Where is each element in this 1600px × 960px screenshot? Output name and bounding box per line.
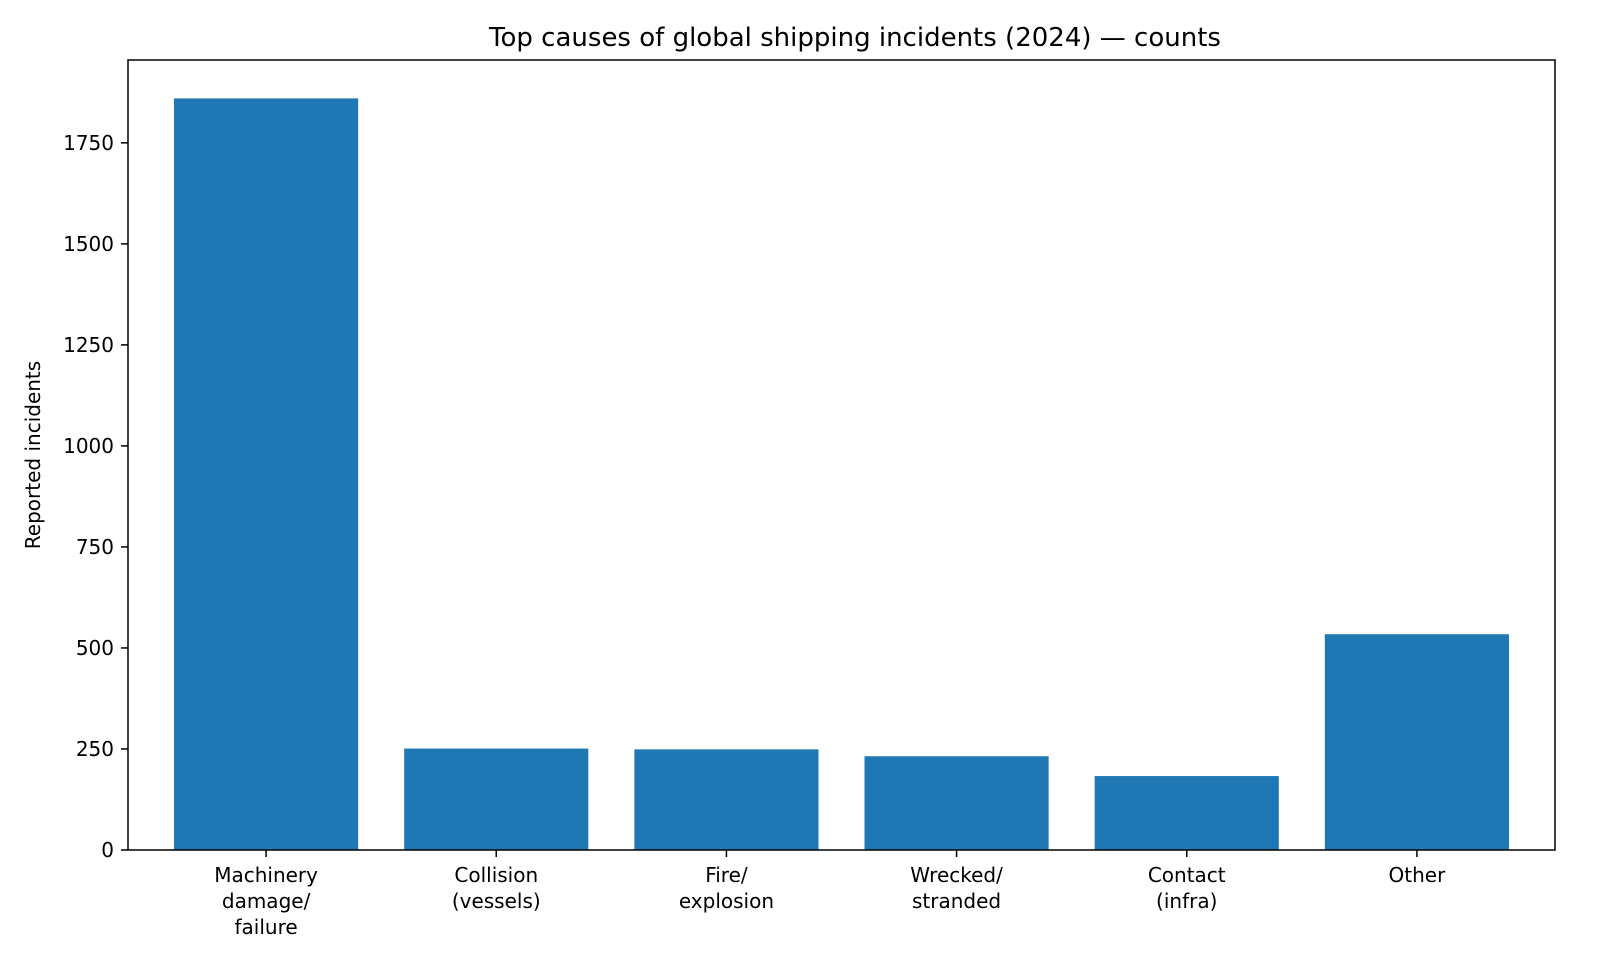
x-tick-label-line: (infra) — [1156, 889, 1217, 913]
y-tick-label: 1750 — [63, 131, 114, 155]
y-axis-label: Reported incidents — [21, 361, 45, 549]
y-tick-label: 1500 — [63, 232, 114, 256]
x-tick-label: Wrecked/stranded — [910, 863, 1003, 913]
y-tick-label: 1000 — [63, 434, 114, 458]
x-tick-label-line: failure — [235, 915, 298, 939]
bars-layer — [174, 98, 1509, 851]
x-tick-label: Collision (vessels) — [452, 863, 541, 913]
x-tick-label-line: stranded — [912, 889, 1001, 913]
x-tick-label-line: Contact — [1148, 863, 1226, 887]
x-tick-label: Contact (infra) — [1148, 863, 1226, 913]
chart-title: Top causes of global shipping incidents … — [488, 23, 1221, 53]
x-tick-label-line: Wrecked/ — [910, 863, 1003, 887]
x-tick-label: Machinery damage/failure — [214, 863, 318, 939]
y-axis-ticks: 0 250 500 750 1000 1250 1500 1750 — [63, 131, 128, 862]
x-tick-label-line: Fire/ — [705, 863, 748, 887]
x-tick-label-line: Machinery — [214, 863, 318, 887]
x-tick-label-line: Other — [1389, 863, 1447, 887]
bar — [1324, 634, 1509, 850]
x-tick-label: Other — [1389, 863, 1447, 887]
y-tick-label: 0 — [101, 838, 114, 862]
y-tick-label: 500 — [76, 636, 114, 660]
x-tick-label-line: Collision — [454, 863, 538, 887]
y-tick-label: 750 — [76, 535, 114, 559]
x-tick-label-line: (vessels) — [452, 889, 541, 913]
bar — [634, 749, 819, 850]
bar — [404, 748, 589, 850]
x-axis-ticks: Machinery damage/failure Collision (vessels… — [214, 850, 1446, 939]
x-tick-label-line: explosion — [679, 889, 774, 913]
plot-frame — [127, 59, 1556, 851]
x-tick-label: Fire/explosion — [679, 863, 774, 913]
bar — [864, 756, 1049, 850]
x-tick-label-line: damage/ — [222, 889, 311, 913]
y-tick-label: 1250 — [63, 333, 114, 357]
y-tick-label: 250 — [76, 737, 114, 761]
bar — [174, 98, 359, 851]
bar — [1094, 776, 1279, 850]
